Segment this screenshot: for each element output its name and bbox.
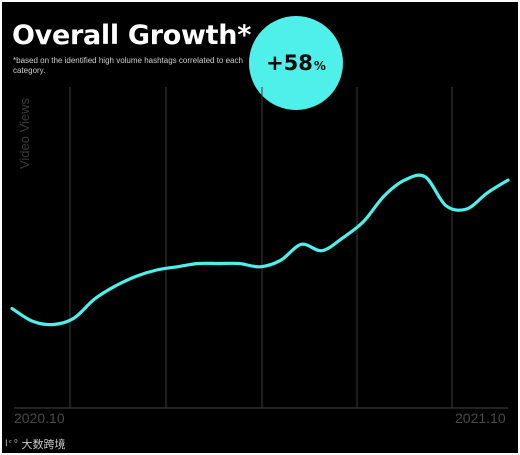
growth-unit: % <box>313 59 326 73</box>
growth-value: +58 <box>266 51 313 75</box>
x-tick-label-start: 2020.10 <box>14 410 65 426</box>
chart-subtitle: *based on the identified high volume has… <box>13 56 243 75</box>
watermark-text: 大数跨境 <box>21 438 66 451</box>
x-tick-label-end: 2021.10 <box>455 410 506 426</box>
chart-title: Overall Growth* <box>12 20 252 51</box>
watermark: Ⅰᶜᴼ 大数跨境 <box>5 436 66 452</box>
watermark-logo: Ⅰᶜᴼ <box>5 439 19 449</box>
video-views-line <box>10 173 510 327</box>
growth-badge: +58 % <box>249 16 343 110</box>
